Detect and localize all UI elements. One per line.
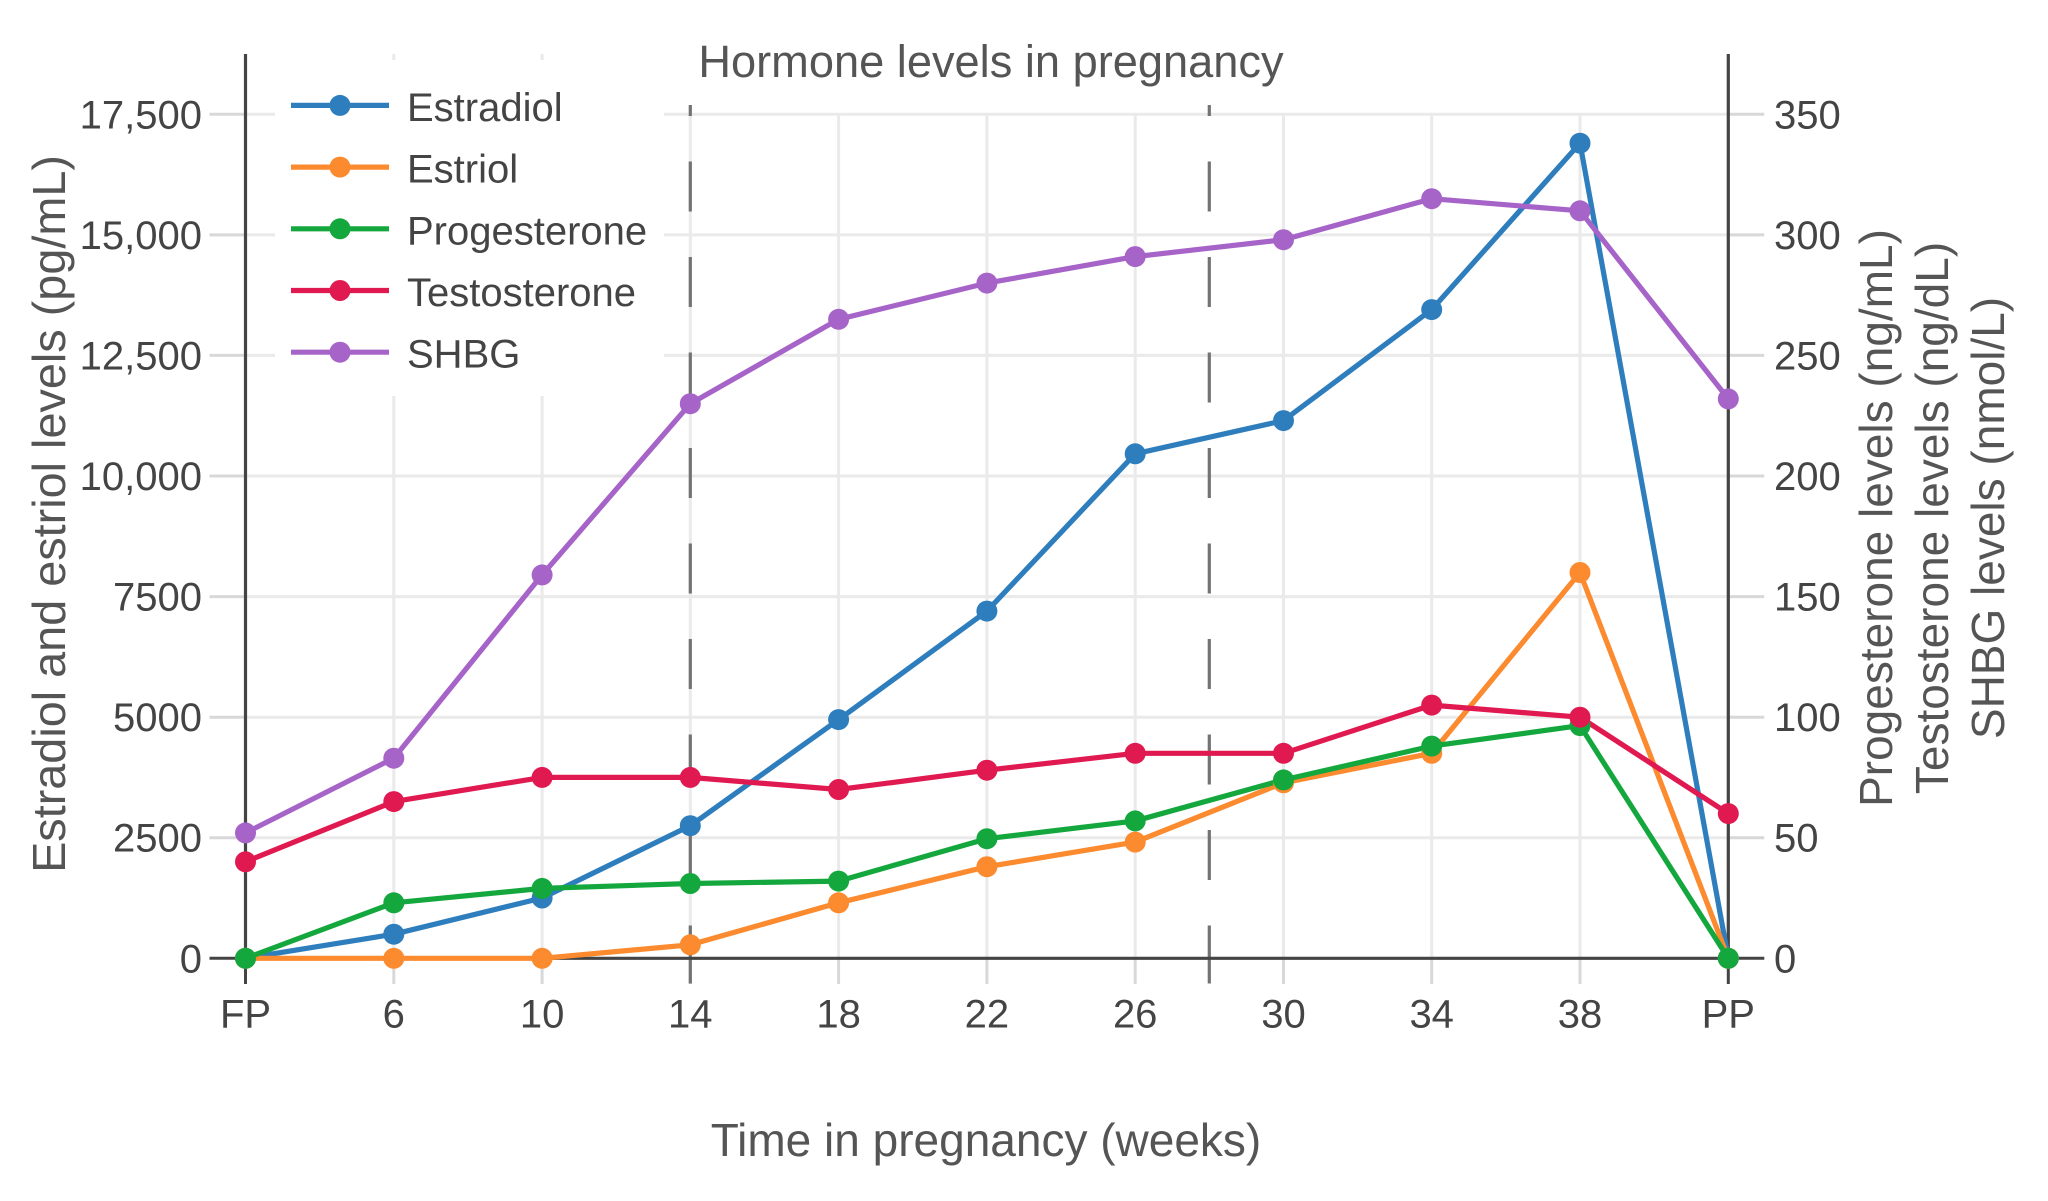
svg-text:200: 200 <box>1774 455 1841 499</box>
svg-text:30: 30 <box>1261 993 1306 1037</box>
svg-text:26: 26 <box>1113 993 1158 1037</box>
svg-text:6: 6 <box>383 993 405 1037</box>
svg-text:Testosterone: Testosterone <box>407 271 636 315</box>
svg-text:FP: FP <box>220 993 271 1037</box>
svg-text:Progesterone: Progesterone <box>407 209 647 253</box>
svg-text:15,000: 15,000 <box>80 214 202 258</box>
svg-text:150: 150 <box>1774 576 1841 620</box>
svg-text:2500: 2500 <box>113 817 202 861</box>
svg-text:Time in pregnancy (weeks): Time in pregnancy (weeks) <box>711 1114 1262 1166</box>
svg-text:18: 18 <box>816 993 861 1037</box>
svg-text:5000: 5000 <box>113 696 202 740</box>
svg-text:50: 50 <box>1774 817 1819 861</box>
svg-text:38: 38 <box>1558 993 1603 1037</box>
svg-text:SHBG levels (nmol/L): SHBG levels (nmol/L) <box>1962 297 2014 739</box>
svg-text:Progesterone levels (ng/mL): Progesterone levels (ng/mL) <box>1850 229 1902 807</box>
svg-text:Testosterone levels (ng/dL): Testosterone levels (ng/dL) <box>1906 242 1958 794</box>
svg-text:0: 0 <box>1774 937 1796 981</box>
svg-text:SHBG: SHBG <box>407 333 520 377</box>
svg-text:Estradiol and estriol levels (: Estradiol and estriol levels (pg/mL) <box>23 155 75 873</box>
svg-text:350: 350 <box>1774 93 1841 137</box>
svg-text:Estradiol: Estradiol <box>407 86 563 130</box>
svg-text:10: 10 <box>520 993 565 1037</box>
svg-text:250: 250 <box>1774 334 1841 378</box>
svg-text:34: 34 <box>1409 993 1454 1037</box>
svg-text:Hormone levels in pregnancy: Hormone levels in pregnancy <box>698 36 1284 87</box>
svg-text:PP: PP <box>1702 993 1755 1037</box>
svg-text:22: 22 <box>965 993 1010 1037</box>
svg-text:14: 14 <box>668 993 713 1037</box>
svg-text:Estriol: Estriol <box>407 148 518 192</box>
svg-text:300: 300 <box>1774 214 1841 258</box>
svg-text:12,500: 12,500 <box>80 334 202 378</box>
svg-text:17,500: 17,500 <box>80 93 202 137</box>
svg-text:10,000: 10,000 <box>80 455 202 499</box>
svg-text:7500: 7500 <box>113 576 202 620</box>
svg-text:100: 100 <box>1774 696 1841 740</box>
svg-text:0: 0 <box>180 937 202 981</box>
